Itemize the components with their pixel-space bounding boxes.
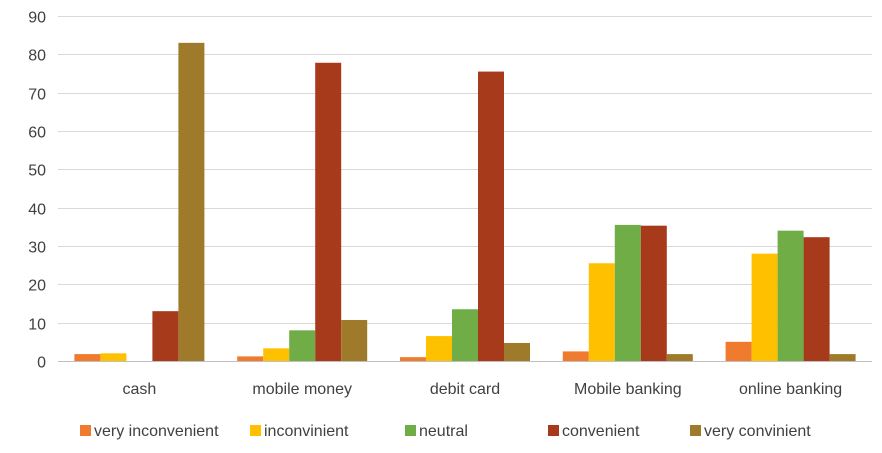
y-tick-label: 60 <box>28 125 46 142</box>
legend-swatch <box>548 425 559 436</box>
bar-neutral-debit-card <box>452 309 478 361</box>
legend-label: neutral <box>419 423 468 440</box>
y-tick-label: 30 <box>28 240 46 257</box>
bar-very-inconvenient-debit-card <box>400 357 426 361</box>
bar-inconvinient-debit-card <box>426 336 452 361</box>
y-tick-label: 70 <box>28 87 46 104</box>
bar-very-inconvenient-online-banking <box>725 341 752 361</box>
x-tick-label: mobile money <box>252 381 352 398</box>
bar-convenient-mobile-money <box>315 62 342 362</box>
y-tick-label: 50 <box>28 163 46 180</box>
bar-very-convinient-debit-card <box>504 342 530 361</box>
bar-inconvinient-mobile-money <box>263 348 290 361</box>
bar-convenient-online-banking <box>803 237 830 361</box>
legend-swatch <box>690 425 701 436</box>
legend-swatch <box>80 425 91 436</box>
bar-neutral-mobile-money <box>289 330 316 361</box>
bar-neutral-online-banking <box>777 230 804 361</box>
legend: very inconvenient inconvinient neutral conv… <box>80 423 811 440</box>
x-tick-label: online banking <box>739 381 842 398</box>
legend-label: very convinient <box>704 423 811 440</box>
bar-very-convinient-Mobile-banking <box>666 354 693 361</box>
bar-inconvinient-cash <box>100 353 127 361</box>
bar-convenient-Mobile-banking <box>640 225 667 361</box>
bar-convenient-cash <box>152 311 179 361</box>
x-axis-ticks: cash mobile money debit card Mobile banking… <box>123 381 843 398</box>
bar-very-inconvenient-cash <box>74 354 101 361</box>
y-axis-ticks: 0 10 20 30 40 50 60 70 80 90 <box>28 10 46 372</box>
bar-neutral-Mobile-banking <box>614 224 641 361</box>
legend-label: inconvinient <box>264 423 349 440</box>
y-tick-label: 20 <box>28 278 46 295</box>
y-tick-label: 40 <box>28 202 46 219</box>
x-tick-label: debit card <box>430 381 500 398</box>
bar-very-convinient-cash <box>178 42 205 361</box>
bar-inconvinient-Mobile-banking <box>588 263 615 361</box>
bar-very-convinient-online-banking <box>829 354 856 361</box>
bar-very-convinient-mobile-money <box>341 319 368 361</box>
y-tick-label: 80 <box>28 48 46 65</box>
x-tick-label: cash <box>123 381 157 398</box>
bar-very-inconvenient-Mobile-banking <box>562 351 589 361</box>
y-tick-label: 90 <box>28 10 46 27</box>
bar-convenient-debit-card <box>478 71 504 361</box>
legend-label: very inconvenient <box>94 423 219 440</box>
bars <box>74 42 856 362</box>
legend-swatch <box>405 425 416 436</box>
legend-label: convenient <box>562 423 640 440</box>
legend-swatch <box>250 425 261 436</box>
x-tick-label: Mobile banking <box>574 381 682 398</box>
y-tick-label: 10 <box>28 317 46 334</box>
bar-very-inconvenient-mobile-money <box>237 356 264 361</box>
y-tick-label: 0 <box>37 355 46 372</box>
bar-inconvinient-online-banking <box>751 253 778 361</box>
